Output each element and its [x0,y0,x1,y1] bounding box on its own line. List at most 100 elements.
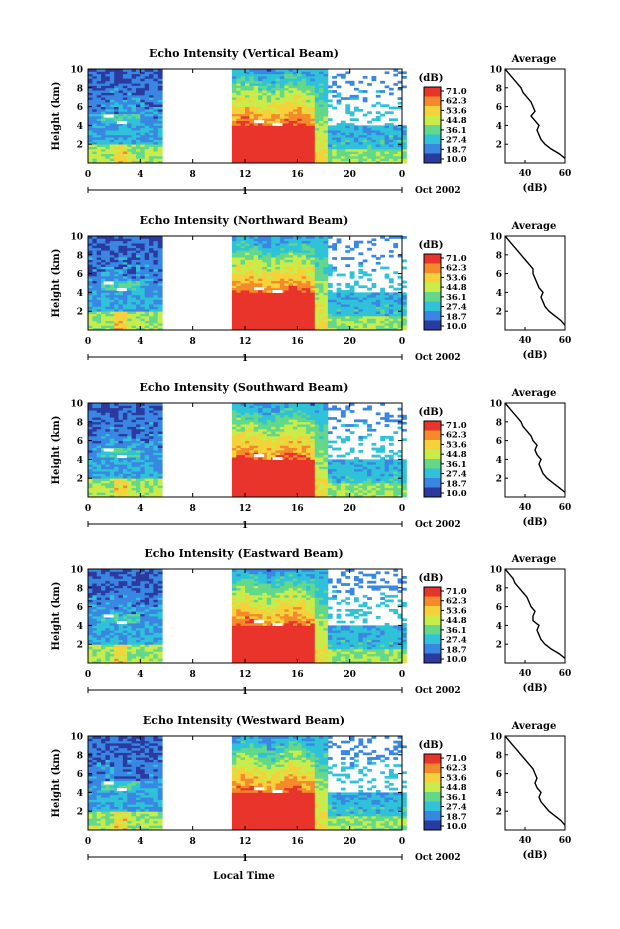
heatmap-cell [153,459,159,463]
heatmap-cell [245,83,250,86]
heatmap-cell [92,450,98,453]
heatmap-cell [323,327,329,331]
heatmap-cell [245,435,250,439]
heatmap-cell [136,252,141,256]
heatmap-cell [279,252,285,256]
heatmap-cell [157,130,163,133]
heatmap-cell [105,494,111,498]
heatmap-cell [288,252,294,256]
heatmap-cell [240,304,246,307]
heatmap-cell [258,285,263,289]
heatmap-cell [284,85,290,89]
heatmap-cell [314,275,320,279]
heatmap-cell [140,440,146,444]
heatmap-cell [388,254,394,258]
heatmap-cell [297,120,303,124]
heatmap-cell [249,306,255,310]
heatmap-cell [293,134,298,138]
heatmap-cell [349,273,355,277]
heatmap-cell [266,294,272,298]
heatmap-cell [397,320,403,324]
heatmap-cell [245,240,250,244]
heatmap-cell [266,109,272,112]
heatmap-cell [131,116,137,119]
heatmap-cell [231,236,237,239]
heatmap-cell [332,306,337,310]
heatmap-cell [336,315,342,319]
heatmap-cell [114,132,119,136]
heatmap-cell [149,480,154,484]
heatmap-cell [271,97,276,100]
heatmap-cell [340,130,346,133]
heatmap-cell [314,78,320,82]
heatmap-cell [306,127,311,131]
heatmap-cell [118,106,124,110]
heatmap-cell [114,76,119,79]
heatmap-cell [397,127,403,131]
heatmap-cell [314,301,320,305]
heatmap-cell [332,127,337,131]
heatmap-cell [314,71,320,75]
heatmap-cell [297,275,303,279]
heatmap-cell [266,118,272,121]
heatmap-cell [384,301,390,305]
heatmap-cell [397,299,403,303]
heatmap-cell [153,428,159,432]
heatmap-cell [240,264,246,267]
heatmap-cell [127,301,133,305]
heatmap-cell [136,69,141,72]
heatmap-cell [336,123,342,126]
heatmap-cell [96,146,102,150]
heatmap-cell [306,99,311,103]
heatmap-cell [279,158,285,161]
heatmap-cell [249,299,255,303]
heatmap-cell [96,111,102,115]
heatmap-cell [153,407,159,411]
heatmap-cell [371,268,377,272]
heatmap-cell [306,132,311,136]
heatmap-cell [231,494,237,498]
heatmap-cell [275,259,281,263]
heatmap-cell [109,278,115,281]
heatmap-cell [149,466,154,470]
heatmap-cell [367,127,372,131]
heatmap-cell [157,92,163,96]
heatmap-cell [118,99,124,103]
heatmap-cell [262,283,268,286]
heatmap-cell [140,125,146,129]
heatmap-cell [153,245,159,249]
heatmap-cell [253,261,259,265]
heatmap-cell [266,134,272,138]
heatmap-cell [258,151,263,154]
heatmap-cell [266,306,272,310]
heatmap-cell [114,294,119,298]
heatmap-cell [127,120,133,124]
heatmap-cell [393,139,399,143]
heatmap-cell [262,83,268,86]
heatmap-cell [122,325,128,328]
heatmap-cell [105,97,111,100]
heatmap-cell [231,123,237,126]
heatmap-cell [127,466,133,470]
heatmap-cell [258,109,263,112]
heatmap-cell [340,273,346,277]
heatmap-cell [101,261,106,265]
heatmap-cell [131,87,137,91]
heatmap-cell [340,123,346,126]
heatmap-cell [393,153,399,157]
heatmap-cell [157,482,163,486]
heatmap-cell [402,153,407,157]
heatmap-cell [271,73,276,77]
heatmap-cell [136,294,141,298]
heatmap-cell [362,327,368,331]
heatmap-cell [345,327,351,331]
heatmap-cell [245,417,250,420]
heatmap-cell [101,410,106,413]
heatmap-cell [253,445,259,448]
heatmap-cell [362,259,368,263]
heatmap-cell [245,266,250,270]
heatmap-cell [101,92,106,96]
heatmap-cell [279,254,285,258]
heatmap-cell [144,97,150,100]
heatmap-cell [118,480,124,484]
